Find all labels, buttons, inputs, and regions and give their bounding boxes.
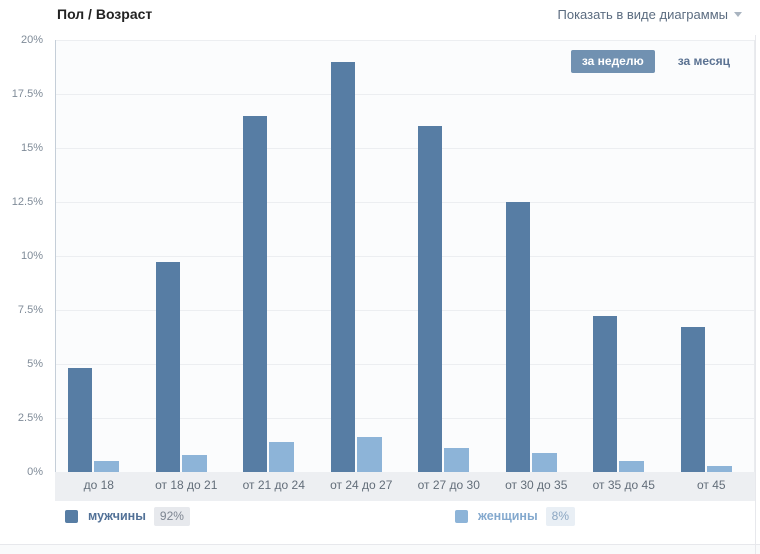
period-tab-week[interactable]: за неделю bbox=[570, 50, 655, 73]
bar-women-4[interactable] bbox=[444, 448, 469, 472]
page-title: Пол / Возраст bbox=[57, 6, 153, 22]
bar-men-0[interactable] bbox=[68, 368, 92, 472]
bar-women-5[interactable] bbox=[531, 452, 557, 472]
bar-men-7[interactable] bbox=[680, 327, 705, 472]
legend-swatch-men bbox=[65, 509, 78, 523]
gridline bbox=[56, 256, 754, 257]
gridline bbox=[56, 94, 754, 95]
divider bbox=[0, 544, 760, 545]
x-axis-label: от 45 bbox=[696, 478, 726, 492]
bar-men-3[interactable] bbox=[330, 61, 355, 472]
bar-group bbox=[581, 40, 669, 472]
legend-value-men: 92% bbox=[153, 506, 190, 526]
legend-label-men: мужчины bbox=[88, 509, 146, 523]
chart-plot-area bbox=[55, 40, 757, 473]
chevron-down-icon bbox=[734, 12, 742, 17]
y-axis: 20% 17.5% 15% 12.5% 10% 7.5% 5% 2.5% 0% bbox=[0, 0, 50, 480]
right-border bbox=[755, 35, 756, 554]
y-axis-tick: 20% bbox=[20, 34, 43, 46]
bar-women-7[interactable] bbox=[706, 465, 732, 472]
legend-value-women: 8% bbox=[545, 506, 575, 526]
y-axis-tick: 12.5% bbox=[11, 196, 43, 208]
bar-women-6[interactable] bbox=[619, 461, 644, 472]
gridline bbox=[56, 418, 754, 419]
y-axis-tick: 10% bbox=[20, 250, 43, 262]
bar-group bbox=[56, 40, 144, 472]
bar-women-0[interactable] bbox=[94, 461, 119, 472]
gridline bbox=[56, 202, 754, 203]
y-axis-tick: 0% bbox=[27, 466, 43, 478]
y-axis-tick: 2.5% bbox=[17, 412, 43, 424]
x-axis-label: от 24 до 27 bbox=[330, 478, 393, 492]
bar-women-1[interactable] bbox=[181, 454, 207, 472]
gridline bbox=[56, 310, 754, 311]
x-axis: до 18 от 18 до 21 от 21 до 24 от 24 до 27 от… bbox=[55, 472, 755, 501]
bar-men-6[interactable] bbox=[593, 316, 617, 472]
legend-swatch-women bbox=[455, 509, 468, 523]
legend-item-men: мужчины 92% bbox=[65, 506, 190, 526]
period-tab-month[interactable]: за месяц bbox=[677, 54, 730, 68]
x-axis-label: от 18 до 21 bbox=[155, 478, 218, 492]
x-axis-label: до 18 bbox=[83, 478, 114, 492]
bar-men-5[interactable] bbox=[505, 202, 530, 472]
x-axis-label: от 21 до 24 bbox=[242, 478, 305, 492]
bar-group bbox=[231, 40, 319, 472]
legend-label-women: женщины bbox=[478, 509, 538, 523]
y-axis-tick: 5% bbox=[27, 358, 43, 370]
x-axis-label: от 30 до 35 bbox=[505, 478, 568, 492]
bar-women-3[interactable] bbox=[356, 437, 382, 472]
gridline bbox=[56, 364, 754, 365]
bar-men-1[interactable] bbox=[155, 262, 180, 472]
bar-men-4[interactable] bbox=[418, 126, 442, 472]
chart-view-selector[interactable]: Показать в виде диаграммы bbox=[557, 7, 742, 22]
bar-group bbox=[319, 40, 407, 472]
bar-group bbox=[406, 40, 494, 472]
bar-group bbox=[494, 40, 582, 472]
legend-item-women: женщины 8% bbox=[455, 506, 575, 526]
period-tabs: за неделю за месяц bbox=[570, 50, 741, 73]
footer-area bbox=[0, 545, 760, 554]
x-axis-label: от 35 до 45 bbox=[592, 478, 655, 492]
gridline bbox=[56, 148, 754, 149]
bar-group bbox=[144, 40, 232, 472]
y-axis-tick: 17.5% bbox=[11, 88, 43, 100]
chart-view-selector-label: Показать в виде диаграммы bbox=[557, 7, 729, 22]
bar-men-2[interactable] bbox=[243, 115, 267, 472]
gridline bbox=[56, 40, 754, 41]
bar-group bbox=[669, 40, 757, 472]
y-axis-tick: 7.5% bbox=[17, 304, 43, 316]
bar-women-2[interactable] bbox=[269, 441, 294, 472]
x-axis-label: от 27 до 30 bbox=[417, 478, 480, 492]
y-axis-tick: 15% bbox=[20, 142, 43, 154]
